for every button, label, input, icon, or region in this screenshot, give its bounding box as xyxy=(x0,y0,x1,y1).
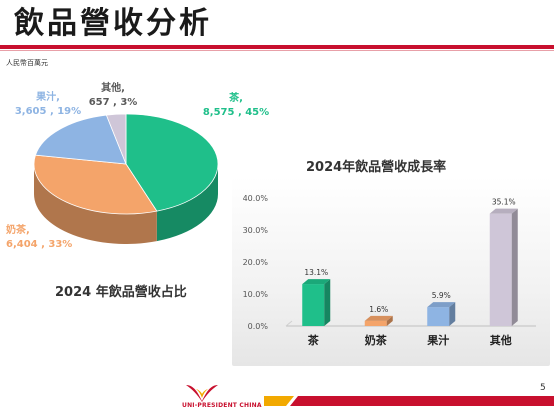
bar-value-label-tea: 13.1% xyxy=(304,268,328,277)
uni-president-logo xyxy=(186,385,218,402)
pie-chart xyxy=(33,113,219,245)
pie-slice-juice xyxy=(34,114,127,165)
y-tick-label: 30.0% xyxy=(243,226,269,235)
x-tick-label-juice: 果汁 xyxy=(426,333,449,347)
footer-stripes xyxy=(264,396,554,406)
y-tick-label: 40.0% xyxy=(243,194,269,203)
bar-top-other xyxy=(489,208,518,214)
pie-label-juice: 果汁, 3,605 , 19% xyxy=(8,91,88,119)
pie-label-juice-name: 果汁, xyxy=(36,92,60,103)
y-tick-label: 10.0% xyxy=(243,290,269,299)
pie-label-juice-value: 3,605 , 19% xyxy=(14,106,82,117)
x-tick-label-other: 其他 xyxy=(490,333,512,347)
bar-top-milk-tea xyxy=(364,315,393,321)
bar-top-tea xyxy=(302,279,331,285)
pie-label-tea: 茶, 8,575 , 45% xyxy=(196,92,276,120)
pie-side-milk-tea xyxy=(34,164,157,245)
y-tick-label: 0.0% xyxy=(248,322,269,331)
bar-milk-tea xyxy=(364,315,393,326)
bar-value-label-juice: 5.9% xyxy=(432,291,451,300)
bar-side-tea xyxy=(324,279,331,326)
pie-chart-title: 2024 年飲品營收占比 xyxy=(55,285,187,300)
bar-other xyxy=(489,208,518,326)
pie-label-other: 其他, 657 , 3% xyxy=(86,82,140,110)
bar-front-juice xyxy=(427,307,450,326)
bar-side-juice xyxy=(449,302,456,326)
title-underline xyxy=(0,45,554,49)
pie-slice-tea xyxy=(125,113,219,212)
bar-chart: 0.0% 10.0% 20.0% 30.0% 40.0% 13.1% 茶 1.6% 奶茶 5.9%… xyxy=(243,194,536,347)
page-number: 5 xyxy=(540,383,546,393)
bar-value-label-other: 35.1% xyxy=(492,198,516,207)
pie-label-milk-tea-name: 奶茶, xyxy=(6,225,30,236)
pie-label-other-name: 其他, xyxy=(101,83,125,94)
title-underline-thin xyxy=(0,50,554,51)
bar-side-other xyxy=(511,208,518,326)
bar-top-juice xyxy=(427,302,456,308)
slide-title: 飲品營收分析 xyxy=(14,6,212,41)
pie-side-walls xyxy=(34,164,218,245)
bar-chart-title: 2024年飲品營收成長率 xyxy=(306,160,447,175)
pie-label-tea-name: 茶, xyxy=(229,93,243,104)
bar-front-tea xyxy=(302,284,325,326)
bar-front-other xyxy=(489,213,512,326)
bar-tea xyxy=(302,279,331,326)
bar-front-milk-tea xyxy=(364,320,387,326)
bar-side-milk-tea xyxy=(386,315,393,326)
y-tick-label: 20.0% xyxy=(243,258,269,267)
pie-label-tea-value: 8,575 , 45% xyxy=(202,107,270,118)
pie-label-other-value: 657 , 3% xyxy=(88,97,138,108)
bar-value-label-milk-tea: 1.6% xyxy=(369,305,388,314)
x-tick-label-milk-tea: 奶茶 xyxy=(365,333,388,347)
pie-slice-other xyxy=(105,113,127,165)
pie-slice-milk-tea xyxy=(33,154,158,215)
bar-juice xyxy=(427,302,456,326)
x-tick-label-tea: 茶 xyxy=(307,333,320,347)
pie-top xyxy=(33,113,219,215)
unit-label: 人民幣百萬元 xyxy=(6,59,48,67)
logo-text: UNI-PRESIDENT CHINA xyxy=(182,402,262,409)
pie-label-milk-tea-value: 6,404 , 33% xyxy=(6,239,73,250)
pie-label-milk-tea: 奶茶, 6,404 , 33% xyxy=(6,224,82,252)
pie-side-tea xyxy=(156,164,218,242)
x-axis-depth xyxy=(285,320,293,327)
